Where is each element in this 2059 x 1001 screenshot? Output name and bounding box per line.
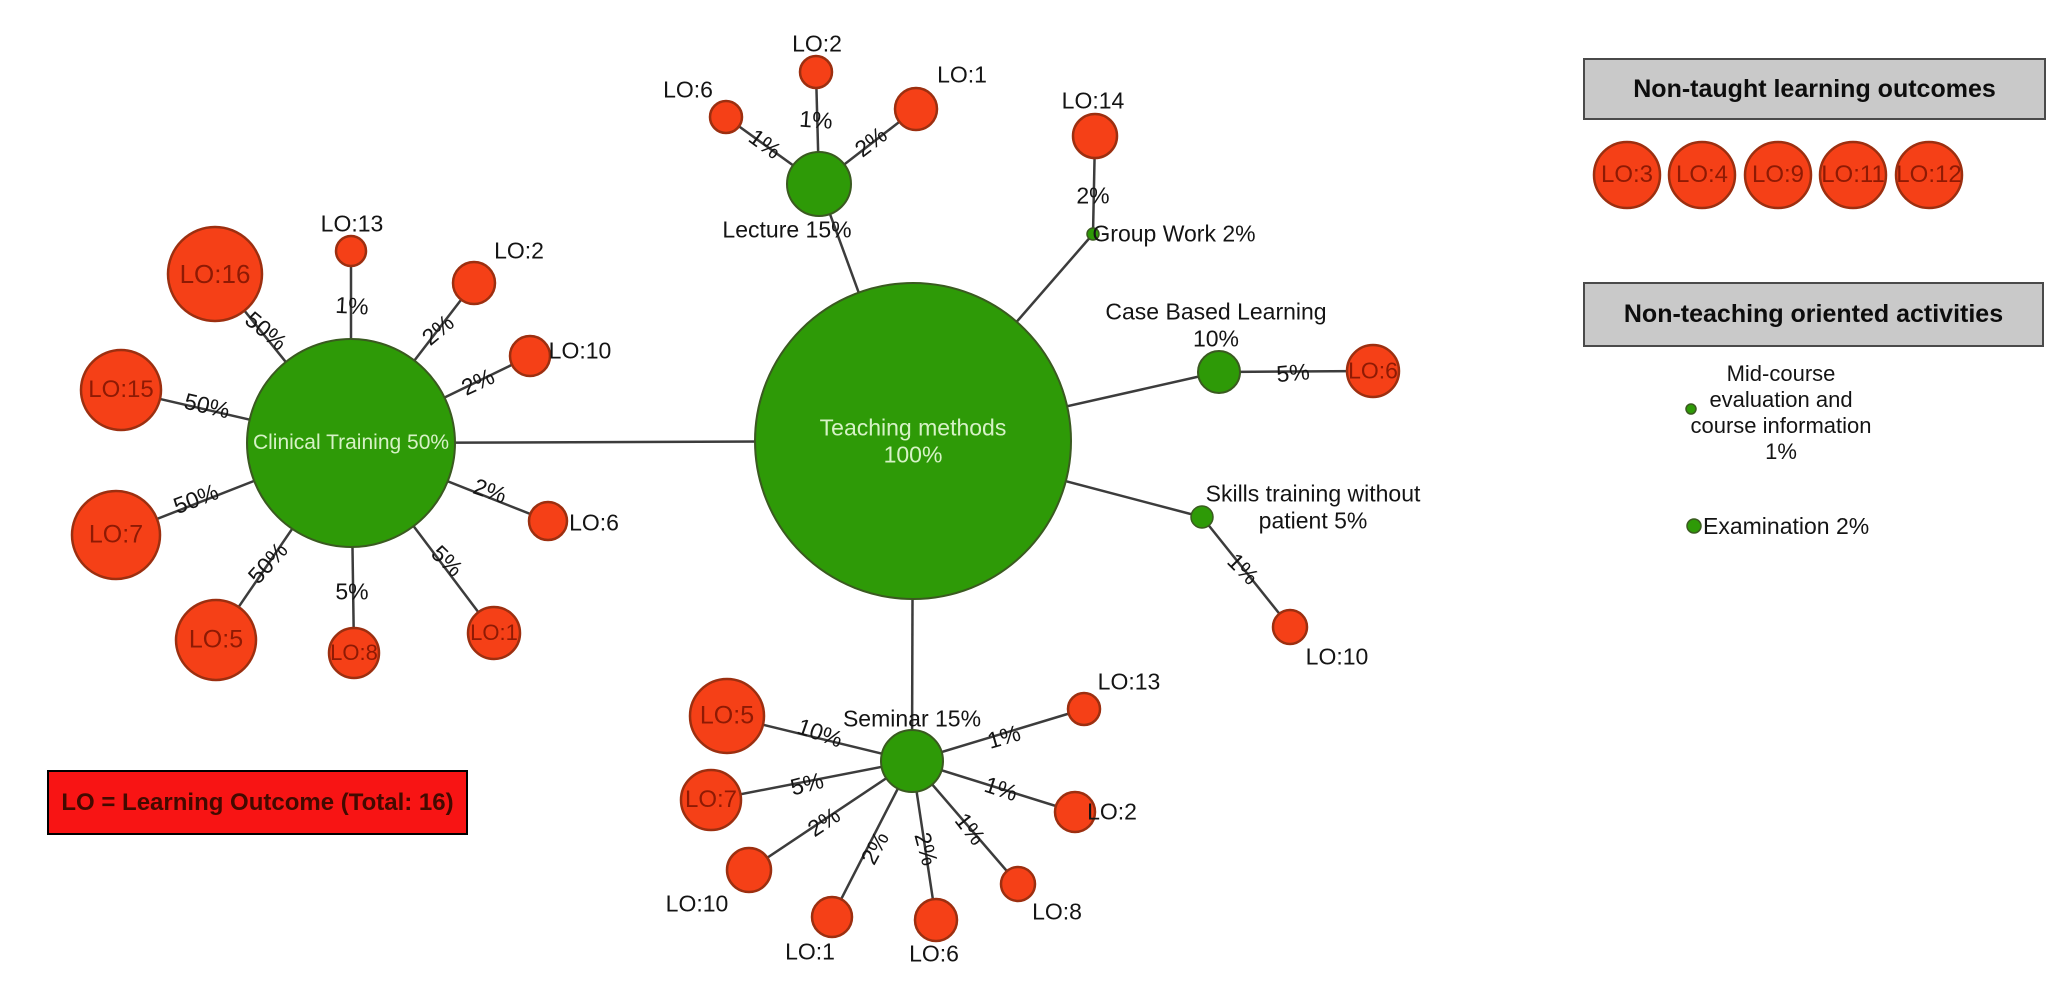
node-c-lo15 xyxy=(79,348,163,432)
node-label-cbl-lo6: LO:6 xyxy=(1348,357,1398,384)
node-c-lo6 xyxy=(527,500,569,542)
examination-entry: Examination 2% xyxy=(1703,513,1870,539)
node-label-c-lo7: LO:7 xyxy=(88,520,144,549)
midcourse-evaluation-entry: Mid-course evaluation and course informa… xyxy=(1690,361,1872,464)
node-label-nt-lo4: LO:4 xyxy=(1675,161,1729,189)
non-taught-outcomes-title: Non-taught learning outcomes xyxy=(1633,74,1996,103)
node-label-c-lo8: LO:8 xyxy=(330,640,378,666)
node-exam-dot xyxy=(1686,518,1702,534)
lecture-lo2-label: LO:2 xyxy=(792,30,842,57)
node-clinical xyxy=(246,338,456,548)
node-teaching xyxy=(754,282,1072,600)
node-mid-dot xyxy=(1685,403,1697,415)
seminar-lo1-label: LO:1 xyxy=(785,938,835,965)
seminar-lo10-label: LO:10 xyxy=(665,890,729,917)
node-label-clinical: Clinical Training 50% xyxy=(252,430,450,454)
node-c-lo5 xyxy=(174,598,258,682)
node-l-lo2 xyxy=(798,54,834,90)
node-cbl xyxy=(1197,350,1241,394)
node-l-lo1 xyxy=(893,86,939,132)
node-label-nt-lo12: LO:12 xyxy=(1896,161,1962,189)
node-s-lo6 xyxy=(913,897,959,943)
clinical-lo2-label: LO:2 xyxy=(494,237,544,264)
edge-seminar-s-lo10 xyxy=(748,759,913,872)
node-label-nt-lo9: LO:9 xyxy=(1751,161,1805,189)
node-label-nt-lo3: LO:3 xyxy=(1600,161,1654,189)
edge-label-gw-gw-lo14: 2% xyxy=(1076,182,1110,209)
node-seminar xyxy=(880,729,944,793)
seminar-label: Seminar 15% xyxy=(842,705,982,732)
node-s-lo7 xyxy=(679,768,743,832)
legend-box: LO = Learning Outcome (Total: 16) xyxy=(47,770,468,835)
node-c-lo2 xyxy=(451,260,497,306)
node-s-lo13 xyxy=(1066,691,1102,727)
node-s-lo2 xyxy=(1053,790,1097,834)
node-sk-lo10 xyxy=(1271,608,1309,646)
seminar-lo2-label: LO:2 xyxy=(1087,798,1137,825)
lecture-lo1-label: LO:1 xyxy=(937,61,987,88)
node-l-lo6 xyxy=(708,99,744,135)
node-label-s-lo7: LO:7 xyxy=(684,786,738,814)
clinical-lo6-label: LO:6 xyxy=(569,509,619,536)
node-label-teaching: Teaching methods 100% xyxy=(819,414,1007,467)
node-gw-lo14 xyxy=(1071,112,1119,160)
node-nt-lo4 xyxy=(1667,140,1737,210)
legend-text: LO = Learning Outcome (Total: 16) xyxy=(61,788,454,816)
lecture-label: Lecture 15% xyxy=(722,216,852,243)
seminar-lo13-label: LO:13 xyxy=(1097,668,1161,695)
non-taught-outcomes-header: Non-taught learning outcomes xyxy=(1583,58,2046,120)
node-lecture xyxy=(786,151,852,217)
edge-seminar-s-lo7 xyxy=(710,759,913,802)
node-label-s-lo5: LO:5 xyxy=(699,701,755,730)
skills-lo10-label: LO:10 xyxy=(1305,643,1369,670)
node-label-c-lo16: LO:16 xyxy=(179,258,251,289)
node-nt-lo12 xyxy=(1894,140,1964,210)
case-based-learning-label: Case Based Learning 10% xyxy=(1105,298,1327,351)
node-s-lo1 xyxy=(810,895,854,939)
node-s-lo10 xyxy=(725,846,773,894)
node-nt-lo11 xyxy=(1818,140,1888,210)
node-s-lo8 xyxy=(999,865,1037,903)
node-nt-lo9 xyxy=(1743,140,1813,210)
node-label-c-lo1: LO:1 xyxy=(470,620,518,646)
edge-label-lecture-l-lo2: 1% xyxy=(798,105,834,134)
edge-label-clinical-c-lo8: 5% xyxy=(335,578,369,605)
node-c-lo8 xyxy=(327,626,381,680)
seminar-lo8-label: LO:8 xyxy=(1032,898,1082,925)
non-teaching-activities-title: Non-teaching oriented activities xyxy=(1623,300,2004,328)
non-teaching-activities-header: Non-teaching oriented activities xyxy=(1583,282,2044,347)
groupwork-label: Group Work 2% xyxy=(1092,220,1256,247)
node-label-nt-lo11: LO:11 xyxy=(1821,161,1885,189)
clinical-lo13-label: LO:13 xyxy=(320,210,384,237)
node-c-lo13 xyxy=(334,234,368,268)
edge-label-clinical-c-lo13: 1% xyxy=(334,291,370,320)
node-c-lo10 xyxy=(508,334,552,378)
seminar-lo6-label: LO:6 xyxy=(909,940,959,967)
clinical-lo10-label: LO:10 xyxy=(548,337,612,364)
node-s-lo5 xyxy=(688,677,766,755)
node-label-c-lo5: LO:5 xyxy=(188,625,244,654)
node-cbl-lo6 xyxy=(1345,343,1401,399)
node-c-lo16 xyxy=(166,225,264,323)
node-sk xyxy=(1190,505,1214,529)
node-c-lo1 xyxy=(466,605,522,661)
node-c-lo7 xyxy=(70,489,162,581)
edge-sk-sk-lo10 xyxy=(1201,516,1291,628)
node-nt-lo3 xyxy=(1592,140,1662,210)
node-gw xyxy=(1086,227,1100,241)
edge-label-cbl-cbl-lo6: 5% xyxy=(1275,358,1311,388)
skills-training-label: Skills training without patient 5% xyxy=(1205,480,1421,533)
node-label-c-lo15: LO:15 xyxy=(88,376,154,404)
lecture-lo6-label: LO:6 xyxy=(663,76,713,103)
groupwork-lo14-label: LO:14 xyxy=(1061,87,1125,114)
